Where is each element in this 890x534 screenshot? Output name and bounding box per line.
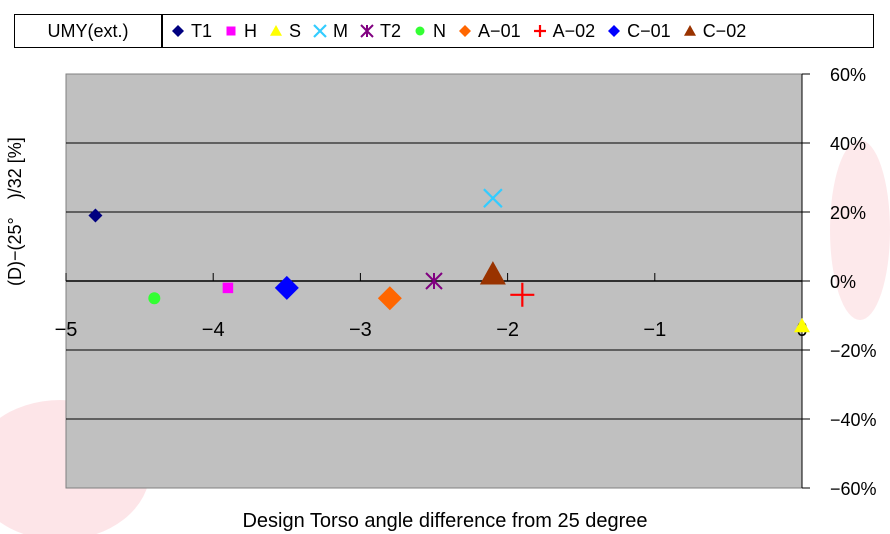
- legend-marker-icon: [360, 24, 374, 38]
- legend-label: A−01: [478, 20, 521, 41]
- data-point: [425, 272, 443, 290]
- x-axis-label: Design Torso angle difference from 25 de…: [242, 510, 648, 532]
- x-tick-label: −4: [202, 319, 225, 341]
- data-point: [274, 275, 299, 300]
- legend-label: A−02: [552, 20, 596, 41]
- legend-item: M: [311, 21, 348, 42]
- legend-marker-icon: [172, 25, 184, 37]
- y-tick-label: −40%: [830, 410, 877, 430]
- legend-label: C−01: [627, 20, 671, 41]
- data-point: [510, 282, 535, 307]
- legend-item: C−02: [681, 20, 747, 42]
- data-point: [377, 286, 402, 311]
- legend-item: T2: [358, 21, 401, 42]
- x-tick-label: −3: [349, 319, 372, 341]
- y-tick-label: −20%: [830, 341, 877, 361]
- legend-label: N: [433, 20, 447, 41]
- legend-marker-icon: [226, 26, 236, 36]
- legend-label: M: [333, 20, 349, 41]
- chart-legend: T1 H S M T2 N A−01 A−02 C−01 C−02: [162, 14, 874, 48]
- legend-item: C−01: [605, 21, 671, 42]
- legend-label: H: [244, 20, 258, 41]
- dataset-label: UMY(ext.): [14, 14, 162, 48]
- legend-label: S: [289, 20, 302, 41]
- data-point: [88, 208, 103, 223]
- data-point: [483, 188, 503, 208]
- legend-item: S: [267, 21, 301, 42]
- y-tick-label: 60%: [830, 65, 866, 85]
- y-axis-label: (D)−(25° )/32 [%]: [5, 137, 25, 286]
- legend-marker-icon: [313, 24, 327, 38]
- legend-item: T1: [169, 21, 212, 42]
- data-point: [148, 292, 161, 305]
- legend-marker-icon: [415, 26, 425, 36]
- legend-item: A−01: [456, 21, 521, 42]
- legend-marker-icon: [533, 25, 546, 37]
- y-tick-label: 20%: [830, 203, 866, 223]
- legend-item: N: [411, 21, 446, 42]
- y-tick-label: 40%: [830, 134, 866, 154]
- legend-marker-icon: [459, 25, 472, 37]
- legend-label: T1: [191, 20, 213, 41]
- y-tick-label: −60%: [830, 479, 877, 499]
- y-tick-label: 0%: [830, 272, 856, 292]
- x-tick-label: −5: [55, 319, 78, 341]
- legend-item: A−02: [531, 20, 596, 42]
- data-point: [794, 317, 810, 333]
- x-tick-label: −2: [496, 319, 519, 341]
- legend-marker-icon: [608, 25, 621, 37]
- x-tick-label: −1: [643, 319, 666, 341]
- data-point: [479, 261, 506, 285]
- legend-item: H: [222, 21, 257, 42]
- legend-marker-icon: [270, 25, 283, 36]
- legend-marker-icon: [683, 25, 696, 36]
- legend-label: C−02: [702, 20, 747, 41]
- data-point: [222, 282, 234, 294]
- legend-label: T2: [380, 20, 402, 41]
